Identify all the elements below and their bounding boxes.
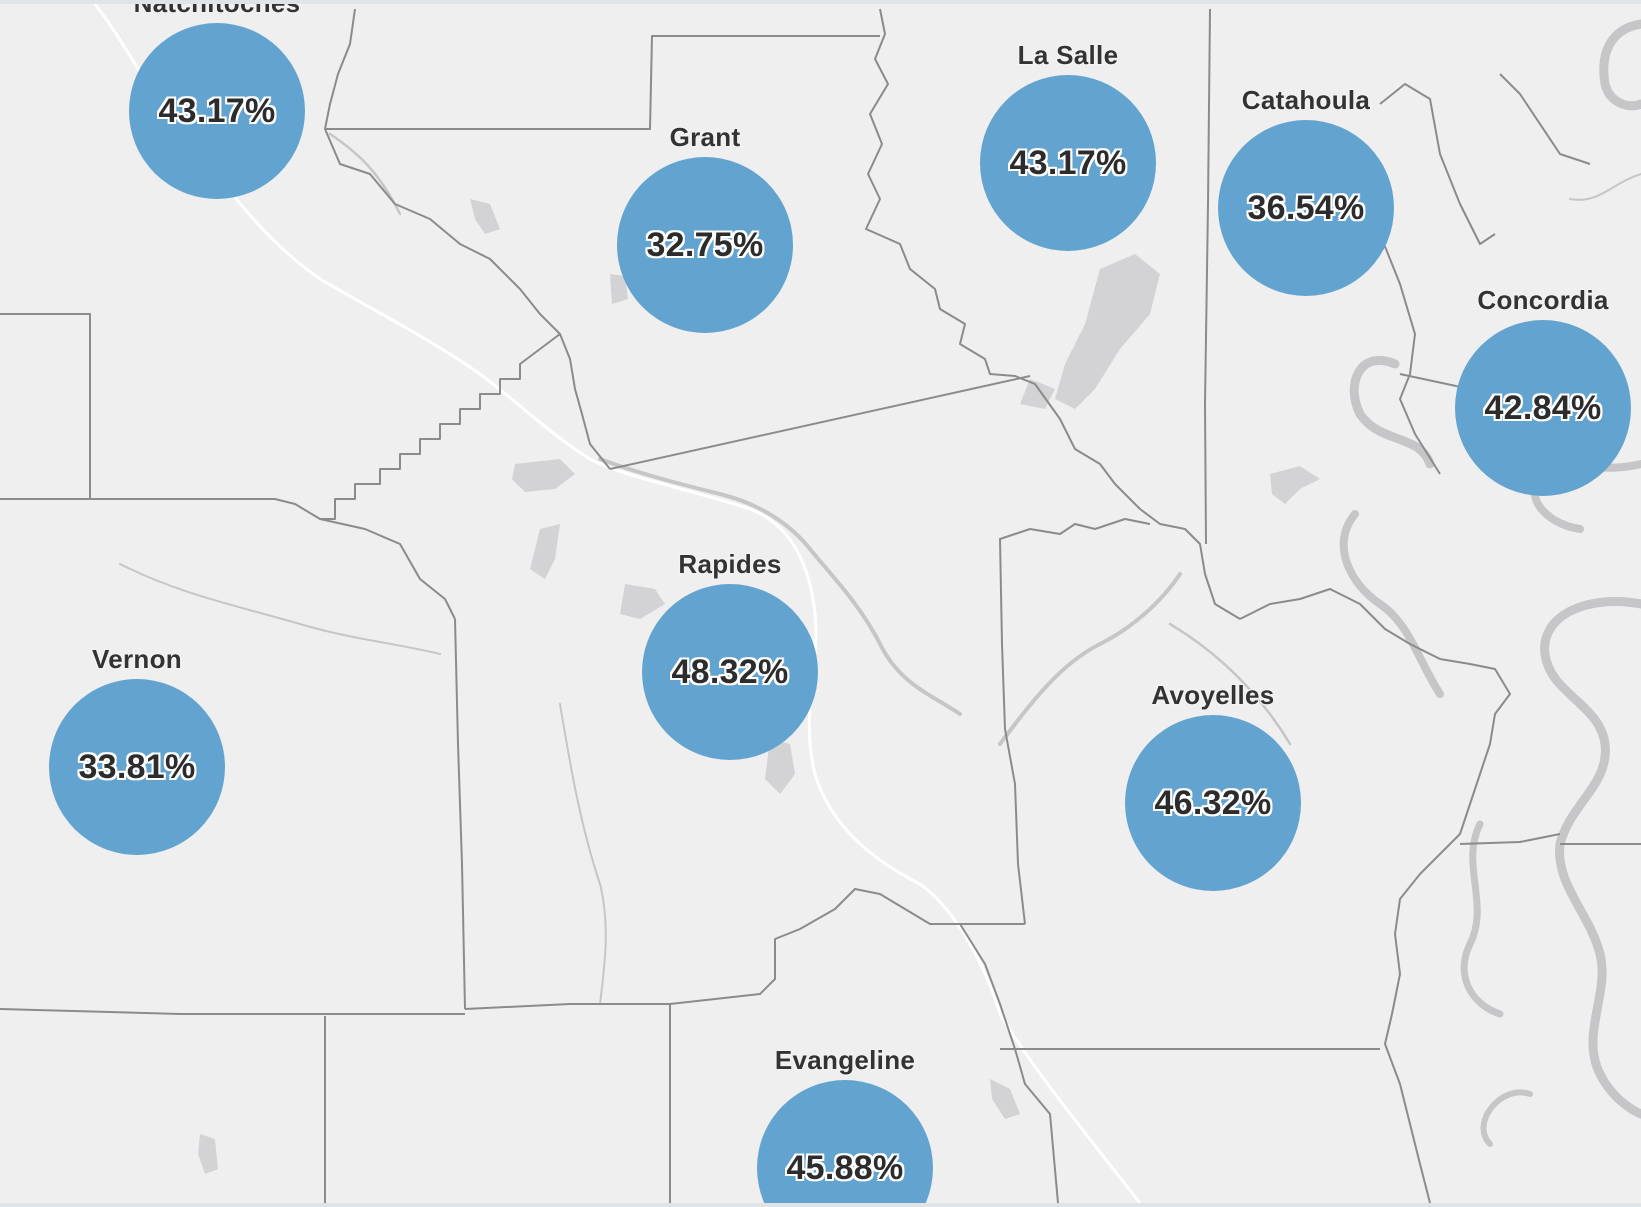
parish-value: 42.84% — [1484, 388, 1602, 427]
marker-natchitoches[interactable]: Natchitoches 43.17% — [129, 4, 305, 199]
parish-value: 32.75% — [646, 225, 764, 264]
value-bubble: 32.75% — [617, 157, 793, 333]
marker-avoyelles[interactable]: Avoyelles 46.32% — [1125, 680, 1301, 891]
marker-concordia[interactable]: Concordia 42.84% — [1455, 285, 1631, 496]
value-bubble: 33.81% — [49, 679, 225, 855]
parish-value: 43.17% — [158, 91, 276, 130]
parish-label: Avoyelles — [1151, 680, 1275, 710]
parish-label: Evangeline — [774, 1045, 916, 1075]
value-bubble: 42.84% — [1455, 320, 1631, 496]
parish-value: 33.81% — [78, 747, 196, 786]
parish-label: Concordia — [1477, 285, 1609, 315]
value-bubble: 43.17% — [980, 75, 1156, 251]
parish-label: Natchitoches — [134, 4, 301, 23]
parish-value: 43.17% — [1009, 143, 1127, 182]
parish-value: 36.54% — [1247, 188, 1365, 227]
highways — [93, 4, 1142, 1203]
parish-boundaries — [0, 8, 1641, 1203]
parish-value: 45.88% — [786, 1148, 904, 1187]
value-bubble: 48.32% — [642, 584, 818, 760]
value-bubble: 45.88% — [757, 1080, 933, 1203]
marker-rapides[interactable]: Rapides 48.32% — [642, 549, 818, 760]
value-bubble: 46.32% — [1125, 715, 1301, 891]
marker-evangeline[interactable]: Evangeline 45.88% — [757, 1045, 933, 1203]
parish-label: Rapides — [678, 549, 782, 579]
water-features — [198, 199, 1320, 1174]
parish-label: La Salle — [1017, 40, 1119, 70]
parish-label: Grant — [669, 122, 741, 152]
map-canvas[interactable]: Natchitoches 43.17% Grant 32.75% La Sall… — [0, 4, 1641, 1203]
parish-value: 46.32% — [1154, 783, 1272, 822]
marker-la-salle[interactable]: La Salle 43.17% — [980, 40, 1156, 251]
rivers — [119, 19, 1641, 1147]
parish-label: Catahoula — [1241, 85, 1371, 115]
parish-label: Vernon — [92, 644, 182, 674]
marker-catahoula[interactable]: Catahoula 36.54% — [1218, 85, 1394, 296]
marker-vernon[interactable]: Vernon 33.81% — [49, 644, 225, 855]
marker-grant[interactable]: Grant 32.75% — [617, 122, 793, 333]
value-bubble: 43.17% — [129, 23, 305, 199]
value-bubble: 36.54% — [1218, 120, 1394, 296]
parish-value: 48.32% — [671, 652, 789, 691]
